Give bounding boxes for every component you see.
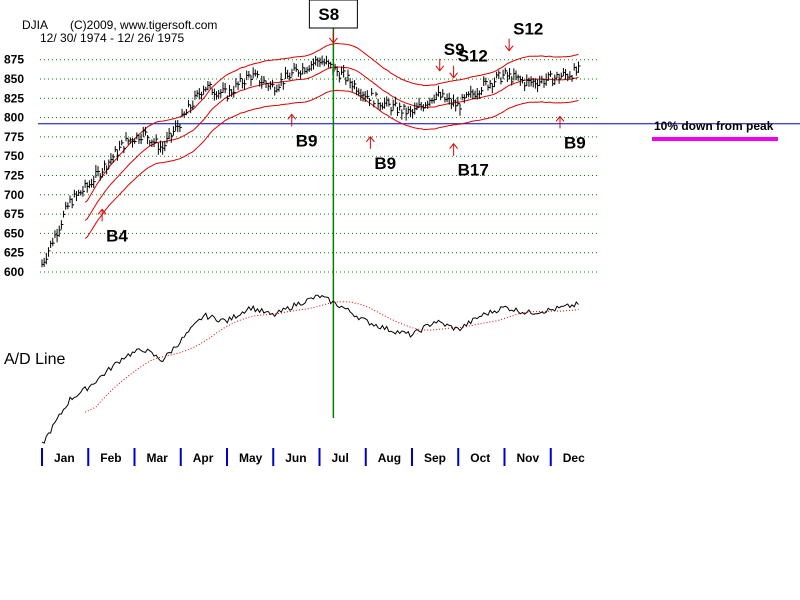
sell-arrowhead	[328, 37, 338, 44]
month-label: Feb	[100, 451, 121, 465]
signal-box	[308, 0, 358, 29]
buy-arrowhead	[365, 135, 375, 143]
price-grid	[40, 59, 598, 273]
y-tick-label: 750	[4, 149, 24, 163]
month-label: May	[239, 451, 263, 465]
y-tick-label: 700	[4, 188, 24, 202]
month-label: Apr	[193, 451, 214, 465]
sell-signal-label: S12	[458, 47, 488, 66]
y-tick-label: 725	[4, 169, 24, 183]
sell-signal-label: S8	[318, 5, 339, 24]
month-axis: Jan Feb Mar Apr May Jun Jul Aug Sep Oct Nov Dec	[41, 448, 585, 466]
month-label: Mar	[147, 451, 169, 465]
copyright: (C)2009, www.tigersoft.com	[70, 18, 217, 32]
buy-signal-label: B9	[374, 154, 396, 173]
buy-signal-label: B9	[564, 133, 586, 152]
band-upper	[84, 42, 579, 203]
month-label: Aug	[378, 451, 401, 465]
y-tick-label: 650	[4, 226, 24, 240]
ad-line-path	[41, 294, 579, 444]
buy-signal-label: B17	[458, 161, 489, 180]
buy-arrowhead	[555, 115, 565, 122]
buy-arrowhead	[97, 208, 107, 215]
sell-arrowhead	[449, 72, 459, 79]
y-tick-label: 625	[4, 246, 24, 260]
sell-signal-label: S12	[513, 20, 543, 39]
buy-signal-label: B9	[296, 131, 318, 150]
month-label: Oct	[470, 451, 490, 465]
sell-arrowhead	[435, 65, 445, 72]
ad-moving-average	[84, 301, 579, 413]
y-tick-label: 850	[4, 72, 24, 86]
month-label: Dec	[563, 451, 585, 465]
month-label: Jan	[54, 451, 75, 465]
y-axis-ticks: 600 625 650 675 700 725 750 775 800 825 850 875	[4, 53, 24, 279]
sell-signal-label: S9	[444, 40, 465, 59]
band-lower	[84, 89, 579, 239]
buy-arrowhead	[287, 113, 297, 120]
band-middle	[84, 66, 579, 221]
chart-title: DJIA	[22, 18, 48, 32]
y-tick-label: 775	[4, 130, 24, 144]
buy-signal-label: B4	[106, 226, 128, 245]
date-range: 12/ 30/ 1974 - 12/ 26/ 1975	[40, 31, 184, 45]
month-label: Sep	[424, 451, 446, 465]
reference-line-label: 10% down from peak	[654, 119, 774, 133]
y-tick-label: 825	[4, 91, 24, 105]
month-label: Jun	[285, 451, 306, 465]
price-bars	[41, 55, 581, 268]
bollinger-bands	[84, 42, 579, 239]
y-tick-label: 875	[4, 53, 24, 67]
month-label: Nov	[517, 451, 540, 465]
y-tick-label: 675	[4, 207, 24, 221]
ad-line-label: A/D Line	[4, 351, 65, 368]
month-label: Jul	[332, 451, 349, 465]
buy-arrowhead	[449, 142, 459, 150]
y-tick-label: 800	[4, 111, 24, 125]
y-tick-label: 600	[4, 265, 24, 279]
ad-line	[41, 294, 579, 444]
sell-arrowhead	[504, 45, 514, 52]
